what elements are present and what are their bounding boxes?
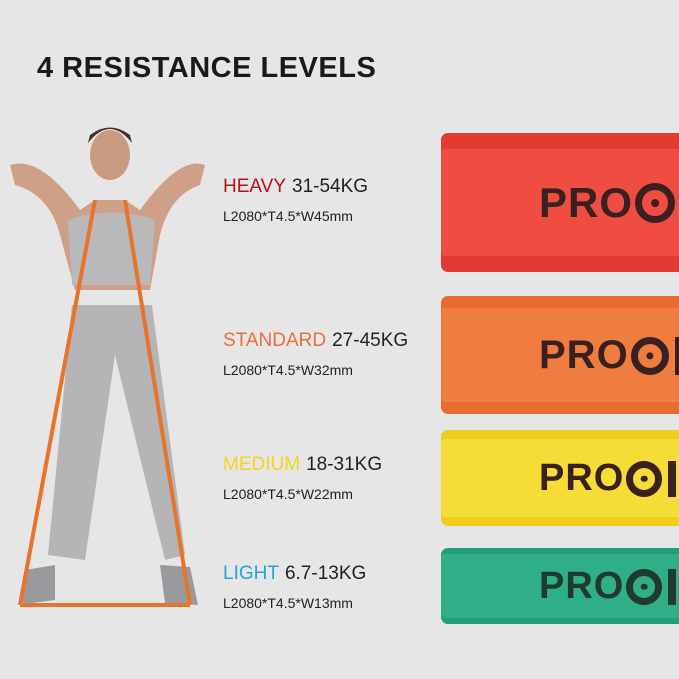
target-icon bbox=[626, 568, 663, 605]
band-medium: PRO bbox=[441, 430, 679, 526]
band-standard: PRO bbox=[441, 296, 679, 414]
level-name: MEDIUM bbox=[223, 454, 301, 475]
level-range: 6.7-13KG bbox=[284, 563, 367, 584]
level-dimensions: L2080*T4.5*W13mm bbox=[223, 595, 353, 611]
target-icon bbox=[635, 183, 676, 223]
level-range: 31-54KG bbox=[292, 176, 369, 197]
woman-with-band-image bbox=[10, 127, 205, 607]
brand-logo: PRO bbox=[539, 333, 629, 377]
level-range: 27-45KG bbox=[332, 330, 409, 351]
level-dimensions: L2080*T4.5*W22mm bbox=[223, 486, 353, 502]
brand-logo: PRO bbox=[539, 565, 625, 607]
target-icon bbox=[630, 336, 669, 375]
target-icon bbox=[626, 460, 663, 497]
level-range: 18-31KG bbox=[306, 454, 383, 475]
level-name: STANDARD bbox=[223, 330, 327, 351]
level-name: LIGHT bbox=[223, 563, 279, 584]
page-title: 4 RESISTANCE LEVELS bbox=[37, 52, 377, 84]
band-heavy: PRO bbox=[441, 133, 679, 272]
level-name: HEAVY bbox=[223, 176, 287, 197]
level-dimensions: L2080*T4.5*W32mm bbox=[223, 362, 353, 378]
band-light: PRO bbox=[441, 548, 679, 624]
level-dimensions: L2080*T4.5*W45mm bbox=[223, 208, 353, 224]
brand-logo: PRO bbox=[539, 457, 625, 499]
brand-logo: PRO bbox=[539, 179, 634, 226]
